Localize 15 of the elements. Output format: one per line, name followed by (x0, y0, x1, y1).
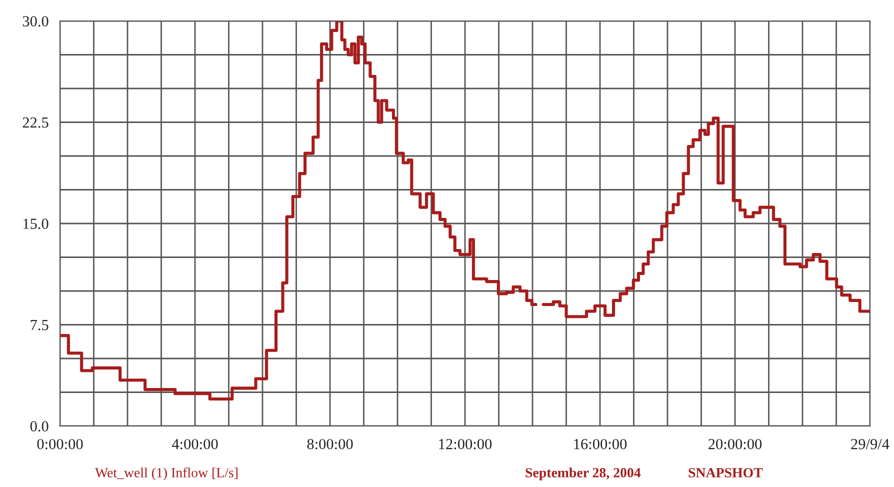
x-tick-label: 4:00:00 (172, 438, 218, 450)
text: Wet_well (1) Inflow [L/s] (95, 467, 238, 480)
y-tick-label: 15.0 (23, 218, 48, 230)
text: SNAPSHOT (688, 468, 763, 478)
x-tick-label: 8:00:00 (307, 438, 353, 450)
y-tick-label: 0.0 (30, 421, 48, 432)
x-tick-label: 0:00:00 (37, 438, 83, 450)
text: September 28, 2004 (526, 468, 641, 480)
y-tick-label: 7.5 (30, 320, 48, 330)
x-tick-label: 20:00:00 (708, 438, 762, 450)
y-tick-label: 30.0 (22, 16, 48, 27)
x-tick-label: 16:00:00 (574, 438, 627, 450)
x-tick-label: 12:00:00 (439, 438, 492, 450)
x-tick-label: 29/9/4 (851, 438, 890, 450)
y-tick-label: 22.5 (22, 117, 48, 128)
